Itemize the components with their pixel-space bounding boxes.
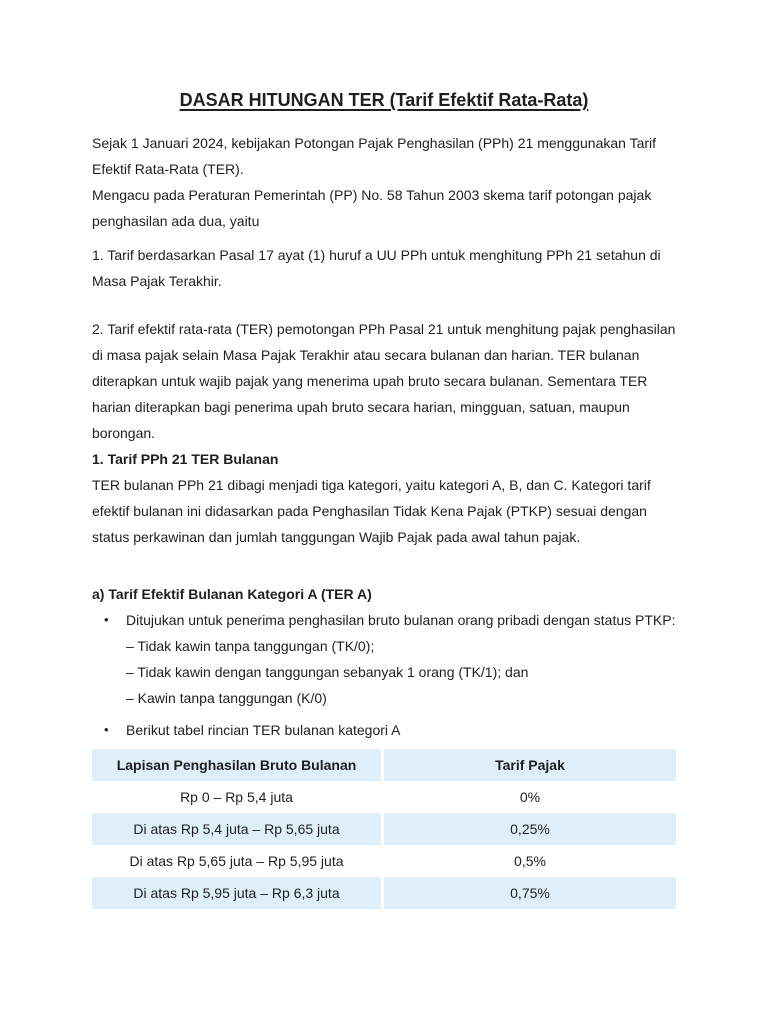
paragraph-intro: Sejak 1 Januari 2024, kebijakan Potongan… (92, 135, 657, 177)
criteria-line: – Tidak kawin tanpa tanggungan (TK/0); (126, 638, 375, 654)
criteria-line: – Kawin tanpa tanggungan (K/0) (126, 690, 327, 706)
income-bracket-cell: Di atas Rp 5,4 juta – Rp 5,65 juta (92, 813, 381, 845)
income-bracket-cell: Di atas Rp 5,95 juta – Rp 6,3 juta (92, 877, 381, 909)
column-header-tax-rate: Tarif Pajak (381, 749, 676, 781)
bullet-icon: • (104, 722, 109, 737)
criteria-line: – Tidak kawin dengan tanggungan sebanyak… (126, 664, 529, 680)
paragraph-regulation: Mengacu pada Peraturan Pemerintah (PP) N… (92, 187, 652, 229)
section-1-heading: 1. Tarif PPh 21 TER Bulanan (92, 451, 279, 467)
table-row: Di atas Rp 5,4 juta – Rp 5,65 juta 0,25% (92, 813, 676, 845)
section-1-body: TER bulanan PPh 21 dibagi menjadi tiga k… (92, 477, 651, 545)
income-bracket-cell: Rp 0 – Rp 5,4 juta (180, 789, 293, 805)
paragraph-point-1: 1. Tarif berdasarkan Pasal 17 ayat (1) h… (92, 247, 661, 289)
document-content: DASAR HITUNGAN TER (Tarif Efektif Rata-R… (92, 90, 676, 909)
bullet-icon: • (104, 612, 109, 627)
table-row: Rp 0 – Rp 5,4 juta 0% (92, 781, 676, 813)
table-row: Di atas Rp 5,65 juta – Rp 5,95 juta 0,5% (92, 845, 676, 877)
column-header-income-bracket: Lapisan Penghasilan Bruto Bulanan (92, 749, 381, 781)
paragraph-point-2: 2. Tarif efektif rata-rata (TER) pemoton… (92, 321, 676, 441)
tax-rate-cell: 0,25% (381, 813, 676, 845)
table-header-row: Lapisan Penghasilan Bruto Bulanan Tarif … (92, 749, 676, 781)
tax-rate-cell: 0,5% (381, 845, 676, 877)
tax-rate-cell: 0% (381, 781, 676, 813)
page-title: DASAR HITUNGAN TER (Tarif Efektif Rata-R… (179, 90, 589, 110)
tax-rate-cell: 0,75% (381, 877, 676, 909)
list-item-text: Berikut tabel rincian TER bulanan katego… (126, 722, 401, 738)
ter-a-rate-table: Lapisan Penghasilan Bruto Bulanan Tarif … (92, 749, 676, 909)
income-bracket-cell: Di atas Rp 5,65 juta – Rp 5,95 juta (129, 853, 344, 869)
table-row: Di atas Rp 5,95 juta – Rp 6,3 juta 0,75% (92, 877, 676, 909)
list-item-table-intro: • Berikut tabel rincian TER bulanan kate… (92, 717, 676, 743)
subsection-a-heading: a) Tarif Efektif Bulanan Kategori A (TER… (92, 586, 372, 602)
list-item-text: Ditujukan untuk penerima penghasilan bru… (126, 612, 676, 628)
list-item-ptkp-status: • Ditujukan untuk penerima penghasilan b… (92, 607, 676, 711)
